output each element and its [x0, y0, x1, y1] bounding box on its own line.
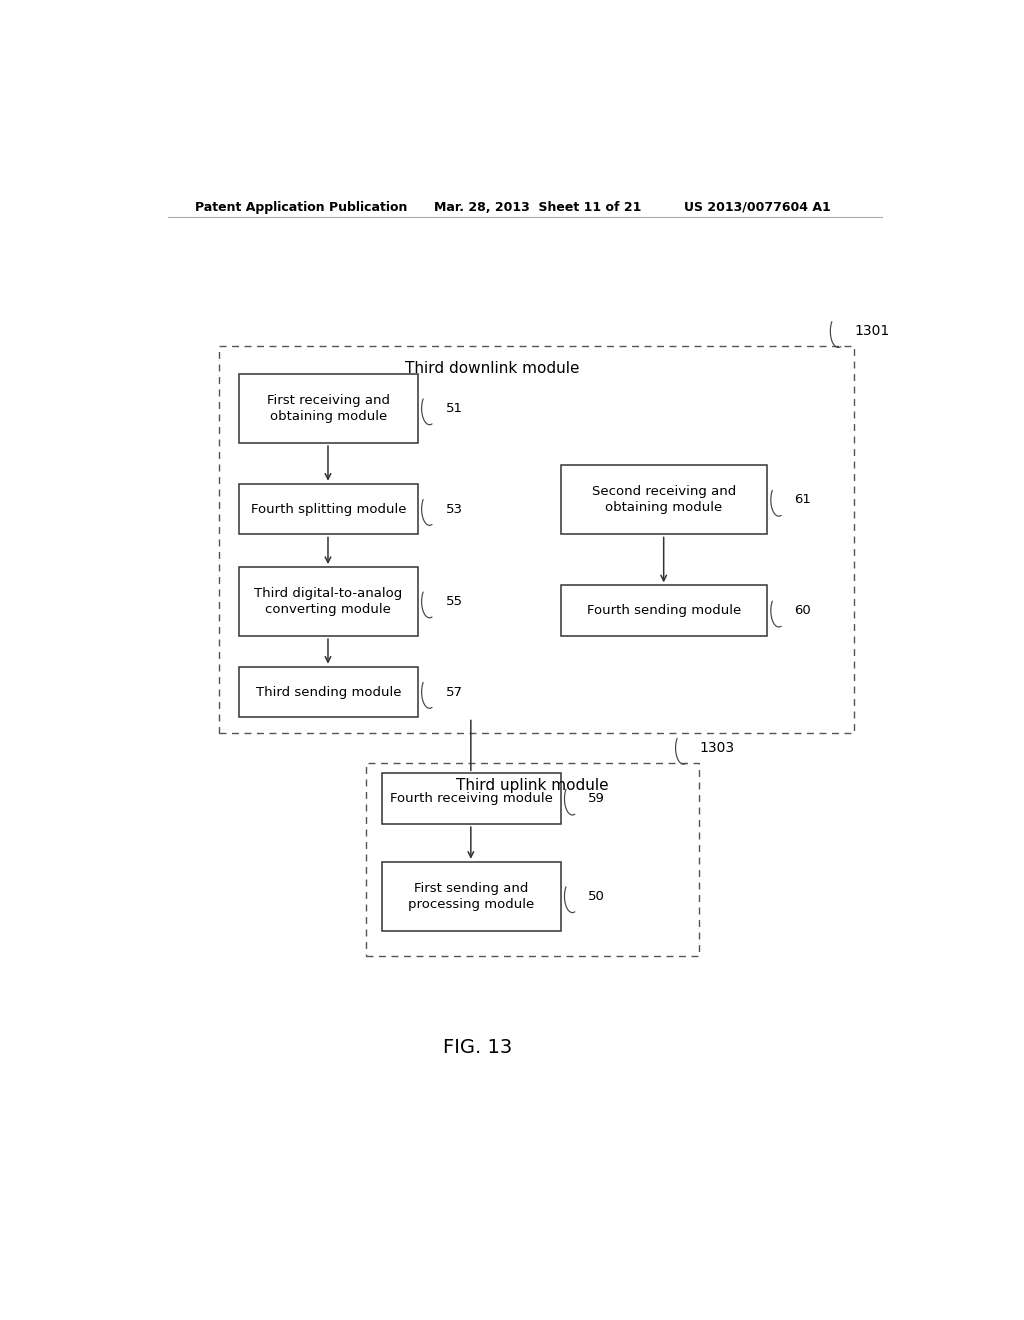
Bar	[240, 568, 418, 636]
Text: 51: 51	[445, 401, 463, 414]
Text: 53: 53	[445, 503, 463, 516]
Bar	[382, 774, 560, 824]
Bar	[240, 374, 418, 444]
Bar	[240, 483, 418, 535]
Text: US 2013/0077604 A1: US 2013/0077604 A1	[684, 201, 830, 214]
Bar	[367, 763, 699, 956]
Bar	[560, 466, 767, 535]
Bar	[560, 585, 767, 636]
Text: Second receiving and
obtaining module: Second receiving and obtaining module	[592, 486, 736, 515]
Text: 1303: 1303	[699, 741, 734, 755]
Text: Fourth splitting module: Fourth splitting module	[251, 503, 407, 516]
Text: 1301: 1301	[854, 325, 890, 338]
Text: 60: 60	[795, 605, 811, 618]
Text: Third sending module: Third sending module	[256, 685, 401, 698]
Text: Third uplink module: Third uplink module	[457, 777, 609, 793]
Text: 50: 50	[588, 890, 605, 903]
Text: Fourth receiving module: Fourth receiving module	[390, 792, 553, 805]
Text: Patent Application Publication: Patent Application Publication	[196, 201, 408, 214]
Text: Fourth sending module: Fourth sending module	[587, 605, 740, 618]
Text: 57: 57	[445, 685, 463, 698]
Text: Mar. 28, 2013  Sheet 11 of 21: Mar. 28, 2013 Sheet 11 of 21	[433, 201, 641, 214]
Bar	[240, 667, 418, 718]
Text: First sending and
processing module: First sending and processing module	[409, 882, 535, 911]
Text: First receiving and
obtaining module: First receiving and obtaining module	[267, 393, 390, 422]
Text: Third digital-to-analog
converting module: Third digital-to-analog converting modul…	[254, 587, 402, 616]
Text: Third downlink module: Third downlink module	[406, 362, 580, 376]
Bar	[382, 862, 560, 931]
Text: 55: 55	[445, 595, 463, 609]
Text: FIG. 13: FIG. 13	[442, 1039, 512, 1057]
Text: 59: 59	[588, 792, 605, 805]
Bar	[219, 346, 854, 733]
Text: 61: 61	[795, 494, 811, 507]
